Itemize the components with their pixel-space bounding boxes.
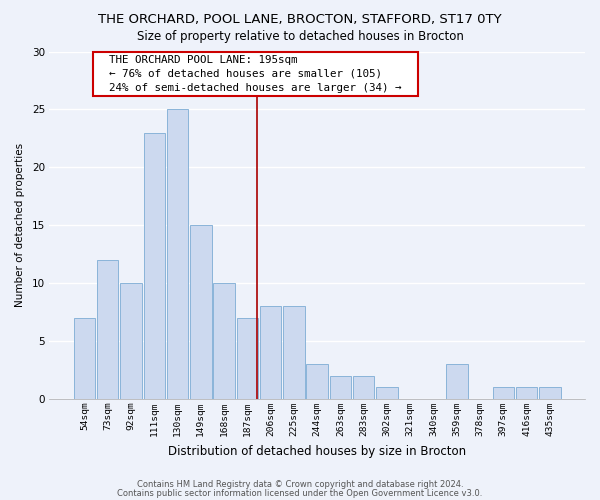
Bar <box>260 306 281 399</box>
Y-axis label: Number of detached properties: Number of detached properties <box>15 143 25 308</box>
Bar <box>539 388 560 399</box>
Bar <box>120 283 142 399</box>
Bar <box>353 376 374 399</box>
Bar <box>214 283 235 399</box>
Bar <box>143 132 165 399</box>
Bar <box>330 376 351 399</box>
Bar <box>493 388 514 399</box>
Bar <box>74 318 95 399</box>
Bar <box>167 110 188 399</box>
X-axis label: Distribution of detached houses by size in Brocton: Distribution of detached houses by size … <box>168 444 466 458</box>
Text: Contains HM Land Registry data © Crown copyright and database right 2024.: Contains HM Land Registry data © Crown c… <box>137 480 463 489</box>
Text: Contains public sector information licensed under the Open Government Licence v3: Contains public sector information licen… <box>118 488 482 498</box>
Bar <box>190 225 212 399</box>
Bar <box>376 388 398 399</box>
Bar <box>97 260 118 399</box>
Bar <box>516 388 538 399</box>
Bar <box>236 318 258 399</box>
Bar <box>446 364 467 399</box>
Bar <box>283 306 305 399</box>
Text: Size of property relative to detached houses in Brocton: Size of property relative to detached ho… <box>137 30 463 43</box>
Text: THE ORCHARD, POOL LANE, BROCTON, STAFFORD, ST17 0TY: THE ORCHARD, POOL LANE, BROCTON, STAFFOR… <box>98 12 502 26</box>
Bar <box>307 364 328 399</box>
Text: THE ORCHARD POOL LANE: 195sqm  
  ← 76% of detached houses are smaller (105)  
 : THE ORCHARD POOL LANE: 195sqm ← 76% of d… <box>96 55 415 93</box>
